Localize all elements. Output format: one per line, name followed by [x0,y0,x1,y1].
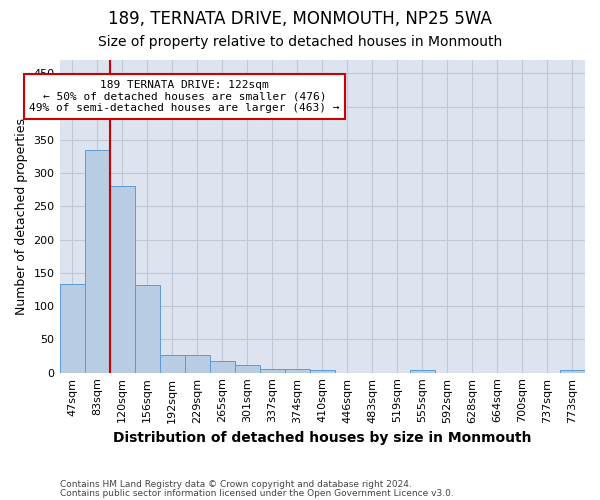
Text: 189 TERNATA DRIVE: 122sqm
← 50% of detached houses are smaller (476)
49% of semi: 189 TERNATA DRIVE: 122sqm ← 50% of detac… [29,80,340,113]
Bar [110,186,134,372]
Bar [59,284,85,372]
Bar [235,364,260,372]
Bar [160,354,185,372]
Bar [410,370,435,372]
Bar [285,370,310,372]
Bar [560,370,585,372]
Text: Contains public sector information licensed under the Open Government Licence v3: Contains public sector information licen… [60,488,454,498]
Bar [134,285,160,372]
Bar [260,368,285,372]
Bar [85,150,110,372]
Bar [185,354,209,372]
Bar [310,370,335,372]
Bar [209,362,235,372]
Text: Contains HM Land Registry data © Crown copyright and database right 2024.: Contains HM Land Registry data © Crown c… [60,480,412,489]
Y-axis label: Number of detached properties: Number of detached properties [15,118,28,315]
X-axis label: Distribution of detached houses by size in Monmouth: Distribution of detached houses by size … [113,431,532,445]
Text: 189, TERNATA DRIVE, MONMOUTH, NP25 5WA: 189, TERNATA DRIVE, MONMOUTH, NP25 5WA [108,10,492,28]
Text: Size of property relative to detached houses in Monmouth: Size of property relative to detached ho… [98,35,502,49]
